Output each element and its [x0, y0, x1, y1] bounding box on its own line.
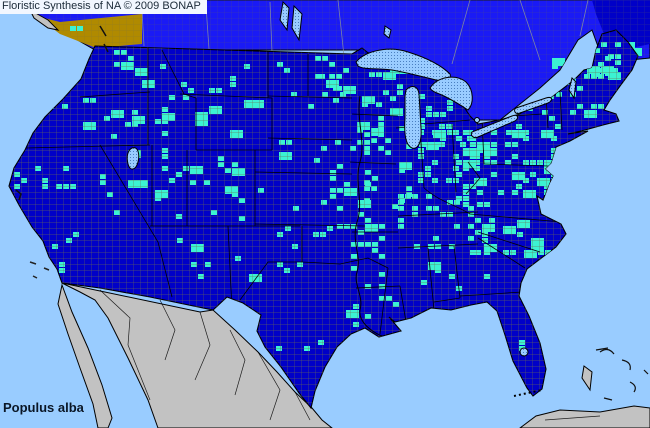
map-title: Floristic Synthesis of NA © 2009 BONAP	[0, 0, 207, 14]
mexico-region	[57, 282, 650, 428]
mississippi-river	[354, 95, 383, 337]
great-salt-lake	[126, 147, 140, 170]
lake-okeechobee	[519, 347, 529, 357]
present-county	[552, 58, 565, 66]
coast-details	[15, 25, 543, 397]
present-county	[70, 26, 76, 31]
present-county	[77, 26, 83, 31]
present-county	[552, 64, 558, 69]
channel-islands	[29, 261, 50, 279]
state-borders	[25, 47, 563, 335]
mexico-mainland	[61, 282, 333, 428]
baja-california	[57, 283, 113, 428]
vancouver-island	[28, 8, 60, 31]
lake-huron	[429, 76, 473, 111]
great-lakes	[126, 48, 577, 357]
lake-erie	[470, 114, 519, 138]
bahamas-islands	[595, 347, 649, 401]
bahamas-andros	[581, 365, 593, 392]
san-francisco-bay	[15, 189, 22, 201]
mexico-state-borders	[99, 289, 311, 421]
puget-sound	[99, 25, 109, 53]
manitoba-lakes	[279, 0, 392, 42]
lake-champlain	[568, 77, 577, 100]
species-name-label: Populus alba	[3, 400, 84, 415]
lake-ontario	[514, 97, 553, 114]
lake-st-clair	[474, 117, 480, 123]
lake-michigan	[404, 86, 422, 149]
